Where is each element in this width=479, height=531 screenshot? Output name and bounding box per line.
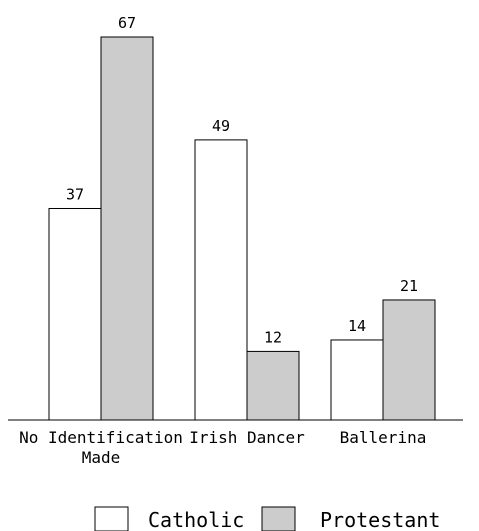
category-label-2-line-0: Ballerina	[340, 428, 427, 447]
bar-protestant-1	[246, 350, 300, 421]
value-label-protestant-1: 12	[264, 328, 282, 346]
value-label-catholic-2: 14	[348, 317, 366, 335]
category-label-0-line-1: Made	[82, 448, 121, 467]
bar-catholic-0	[48, 207, 102, 421]
value-label-catholic-1: 49	[212, 117, 230, 135]
bar-catholic-1	[194, 139, 248, 421]
bar-protestant-0	[100, 36, 154, 421]
category-label-1-line-0: Irish Dancer	[189, 428, 305, 447]
bar-protestant-2	[382, 299, 436, 421]
value-label-protestant-2: 21	[400, 277, 418, 295]
value-label-catholic-0: 37	[66, 185, 84, 203]
bar-catholic-2	[330, 339, 384, 421]
legend-swatch-protestant	[261, 506, 296, 531]
legend: Catholic Protestant	[94, 506, 440, 531]
value-label-protestant-0: 67	[118, 14, 136, 32]
legend-label-catholic: Catholic	[148, 508, 244, 531]
value-labels-group: 37 67 49 12 14 21	[66, 14, 418, 346]
bars-group	[48, 36, 436, 421]
legend-swatch-catholic	[94, 506, 129, 531]
category-label-0-line-0: No Identification	[19, 428, 183, 447]
legend-label-protestant: Protestant	[320, 508, 440, 531]
